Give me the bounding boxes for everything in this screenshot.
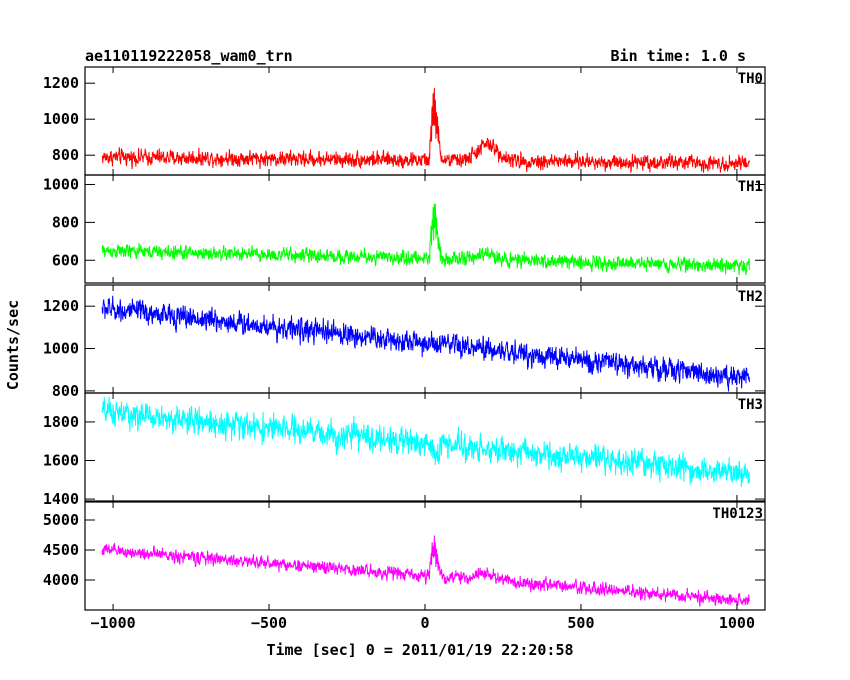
series-line-th0123: [101, 535, 750, 607]
panel-label-th0: TH0: [738, 71, 763, 87]
y-tick-label-th3: 1600: [43, 452, 79, 470]
y-tick-label-th2: 1200: [43, 297, 79, 315]
y-tick-label-th3: 1800: [43, 413, 79, 431]
y-tick-label-th3: 1400: [43, 490, 79, 508]
series-line-th0: [101, 87, 750, 174]
y-tick-label-th0123: 5000: [43, 511, 79, 529]
panel-label-th2: TH2: [738, 289, 763, 305]
x-tick-label: 500: [567, 614, 594, 632]
y-tick-label-th2: 1000: [43, 340, 79, 358]
panel-label-th1: TH1: [738, 179, 763, 195]
y-tick-label-th0: 1000: [43, 110, 79, 128]
panel-label-th0123: TH0123: [712, 506, 763, 522]
y-axis-label: Counts/sec: [4, 300, 22, 390]
y-tick-label-th0: 1200: [43, 74, 79, 92]
y-tick-label-th2: 800: [52, 382, 79, 400]
series-line-th1: [101, 203, 750, 276]
y-tick-label-th0123: 4000: [43, 571, 79, 589]
y-tick-label-th0123: 4500: [43, 541, 79, 559]
y-tick-label-th1: 800: [52, 213, 79, 231]
bin-time-label: Bin time: 1.0 s: [611, 47, 746, 65]
panels-group: 800 1000 1200 TH0 600 800 1000 TH1 800 1000 1200 TH…: [43, 66, 766, 632]
x-tick-label: −500: [251, 614, 287, 632]
series-line-th3: [101, 396, 750, 488]
panel-frame-th1: [84, 174, 766, 284]
x-tick-label: 1000: [719, 614, 755, 632]
y-tick-label-th1: 600: [52, 251, 79, 269]
y-tick-label-th1: 1000: [43, 175, 79, 193]
series-line-th2: [101, 295, 750, 392]
chart-title: ae110119222058_wam0_trn: [85, 47, 293, 65]
x-axis-label: Time [sec] 0 = 2011/01/19 22:20:58: [266, 641, 573, 659]
panel-label-th3: TH3: [738, 397, 763, 413]
x-tick-label: 0: [420, 614, 429, 632]
y-tick-label-th0: 800: [52, 146, 79, 164]
x-tick-label: −1000: [90, 614, 135, 632]
